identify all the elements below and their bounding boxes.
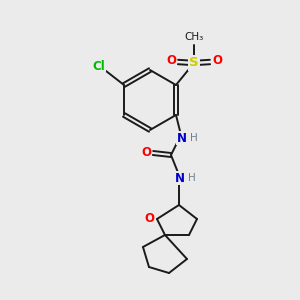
Text: O: O bbox=[166, 53, 176, 67]
Text: O: O bbox=[212, 53, 222, 67]
Text: O: O bbox=[144, 212, 154, 226]
Text: Cl: Cl bbox=[93, 61, 105, 74]
Text: CH₃: CH₃ bbox=[184, 32, 204, 42]
Text: H: H bbox=[188, 173, 196, 183]
Text: O: O bbox=[141, 146, 151, 160]
Text: H: H bbox=[190, 133, 198, 143]
Text: S: S bbox=[189, 56, 199, 70]
Text: N: N bbox=[175, 172, 185, 184]
Text: N: N bbox=[177, 131, 187, 145]
